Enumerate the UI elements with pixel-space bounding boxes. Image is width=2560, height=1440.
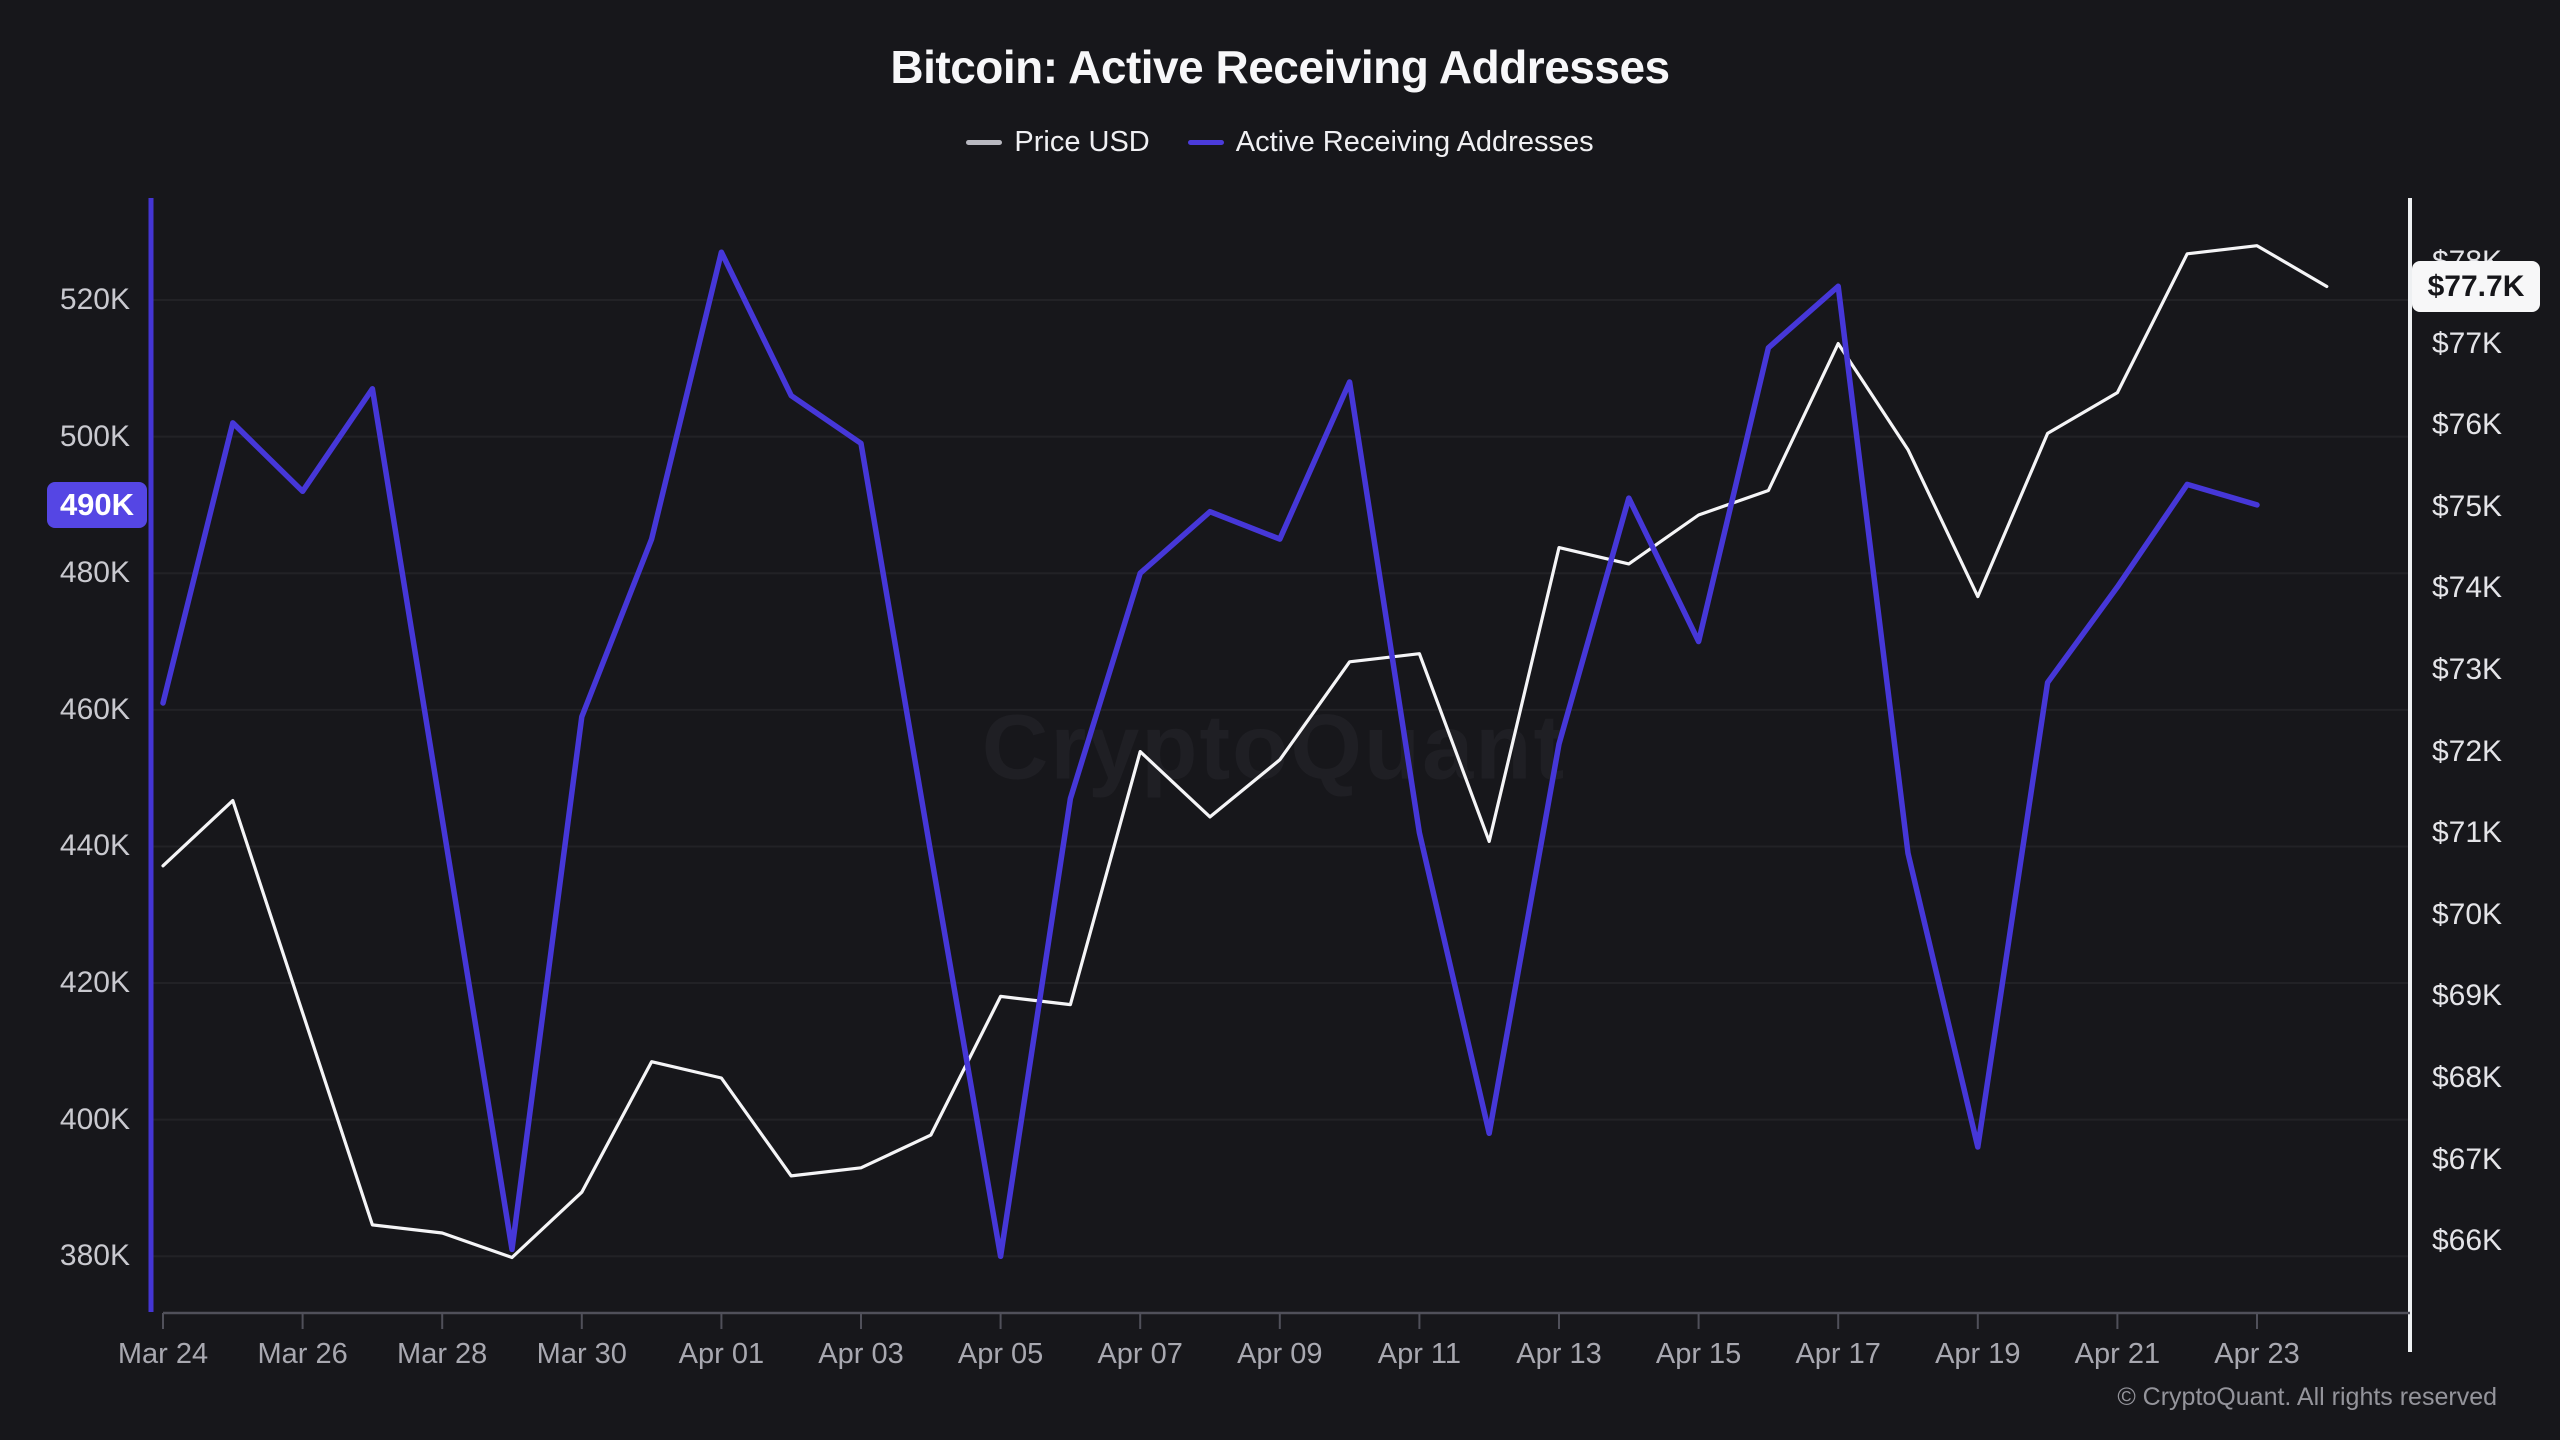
left-axis-tick-label: 460K <box>59 692 130 726</box>
x-axis-tick-label: Apr 17 <box>1795 1338 1881 1370</box>
x-axis-tick-label: Apr 07 <box>1097 1338 1183 1370</box>
x-axis-tick-label: Mar 24 <box>117 1338 209 1370</box>
price-line <box>161 244 2329 1260</box>
x-axis-tick-label: Apr 11 <box>1377 1338 1462 1370</box>
x-axis-tick-label: Apr 21 <box>2074 1338 2161 1370</box>
x-axis-tick-label: Mar 28 <box>397 1338 488 1370</box>
page-title: Bitcoin: Active Receiving Addresses <box>890 41 1670 93</box>
x-axis-tick-label: Apr 19 <box>1935 1338 2021 1370</box>
right-axis-tick-label: $66K <box>2432 1224 2503 1258</box>
legend-label-addresses: Active Receiving Addresses <box>1235 126 1594 158</box>
price-series-dash-icon <box>966 140 1003 145</box>
legend-item-addresses[interactable]: Active Receiving Addresses <box>1187 126 1594 159</box>
left-axis-tick-label: 400K <box>59 1102 130 1136</box>
copyright-notice: © CryptoQuant. All rights reserved <box>2117 1383 2497 1411</box>
left-axis-tick-label: 380K <box>59 1239 130 1273</box>
right-axis-tick-label: $67K <box>2432 1142 2503 1176</box>
right-axis-tick-label: $74K <box>2432 571 2503 605</box>
x-axis-tick-label: Apr 05 <box>957 1338 1044 1370</box>
x-axis-tick-label: Mar 26 <box>257 1338 348 1370</box>
legend-item-price[interactable]: Price USD <box>966 126 1150 159</box>
latest-price-badge: $77.7K <box>2412 261 2540 313</box>
right-axis-tick-label: $72K <box>2432 734 2503 768</box>
latest-addresses-badge: 490K <box>47 481 147 528</box>
x-axis-tick-label: Apr 09 <box>1237 1338 1323 1370</box>
x-axis-tick-label: Mar 30 <box>536 1338 627 1370</box>
left-axis-tick-label: 420K <box>59 966 130 1000</box>
left-axis-tick-label: 480K <box>59 556 130 590</box>
x-axis-tick-label: Apr 03 <box>818 1338 904 1370</box>
legend-label-price: Price USD <box>1014 126 1150 158</box>
left-axis-tick-label: 440K <box>59 829 130 863</box>
addresses-series-dash-icon <box>1187 140 1224 145</box>
right-axis-tick-label: $68K <box>2432 1061 2503 1094</box>
right-axis-tick-label: $73K <box>2432 653 2503 686</box>
right-axis-tick-label: $71K <box>2432 816 2503 850</box>
x-axis-tick-label: Apr 23 <box>2214 1338 2300 1370</box>
x-axis-tick-label: Apr 13 <box>1516 1338 1602 1370</box>
x-axis-tick-label: Apr 01 <box>678 1338 765 1370</box>
right-axis-tick-label: $77K <box>2432 326 2503 360</box>
right-axis-tick-label: $75K <box>2432 489 2503 523</box>
left-axis-tick-label: 520K <box>59 283 130 316</box>
right-axis-tick-label: $76K <box>2432 408 2503 442</box>
right-axis-tick-label: $69K <box>2432 979 2503 1013</box>
chart-legend: Price USD Active Receiving Addresses <box>0 126 2560 159</box>
right-axis-tick-label: $70K <box>2432 897 2503 931</box>
addresses-line <box>160 249 2260 1260</box>
x-axis-tick-label: Apr 15 <box>1655 1338 1742 1370</box>
left-axis-tick-label: 500K <box>59 419 130 453</box>
